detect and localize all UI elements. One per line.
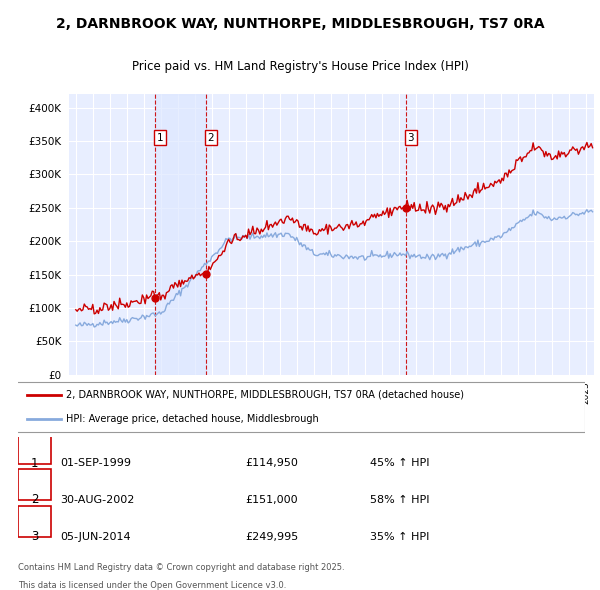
Text: 1: 1 (157, 133, 164, 143)
Text: 05-JUN-2014: 05-JUN-2014 (61, 532, 131, 542)
FancyBboxPatch shape (18, 506, 51, 537)
Text: £114,950: £114,950 (245, 458, 298, 468)
Text: Contains HM Land Registry data © Crown copyright and database right 2025.: Contains HM Land Registry data © Crown c… (18, 563, 344, 572)
Text: HPI: Average price, detached house, Middlesbrough: HPI: Average price, detached house, Midd… (66, 414, 319, 424)
FancyBboxPatch shape (18, 470, 51, 500)
Text: 2, DARNBROOK WAY, NUNTHORPE, MIDDLESBROUGH, TS7 0RA (detached house): 2, DARNBROOK WAY, NUNTHORPE, MIDDLESBROU… (66, 390, 464, 400)
Text: 3: 3 (407, 133, 414, 143)
Text: 45% ↑ HPI: 45% ↑ HPI (370, 458, 429, 468)
Text: This data is licensed under the Open Government Licence v3.0.: This data is licensed under the Open Gov… (18, 581, 286, 590)
Bar (155, 94, 206, 375)
Text: 1: 1 (31, 457, 38, 470)
Text: 58% ↑ HPI: 58% ↑ HPI (370, 495, 429, 505)
Text: 30-AUG-2002: 30-AUG-2002 (61, 495, 135, 505)
Text: 35% ↑ HPI: 35% ↑ HPI (370, 532, 429, 542)
Text: £151,000: £151,000 (245, 495, 298, 505)
Text: 2: 2 (208, 133, 214, 143)
Text: £249,995: £249,995 (245, 532, 298, 542)
Text: Price paid vs. HM Land Registry's House Price Index (HPI): Price paid vs. HM Land Registry's House … (131, 60, 469, 73)
Text: 2: 2 (31, 493, 38, 506)
FancyBboxPatch shape (18, 432, 51, 464)
FancyBboxPatch shape (15, 382, 585, 432)
Text: 2, DARNBROOK WAY, NUNTHORPE, MIDDLESBROUGH, TS7 0RA: 2, DARNBROOK WAY, NUNTHORPE, MIDDLESBROU… (56, 17, 544, 31)
Text: 3: 3 (31, 530, 38, 543)
Text: 01-SEP-1999: 01-SEP-1999 (61, 458, 131, 468)
